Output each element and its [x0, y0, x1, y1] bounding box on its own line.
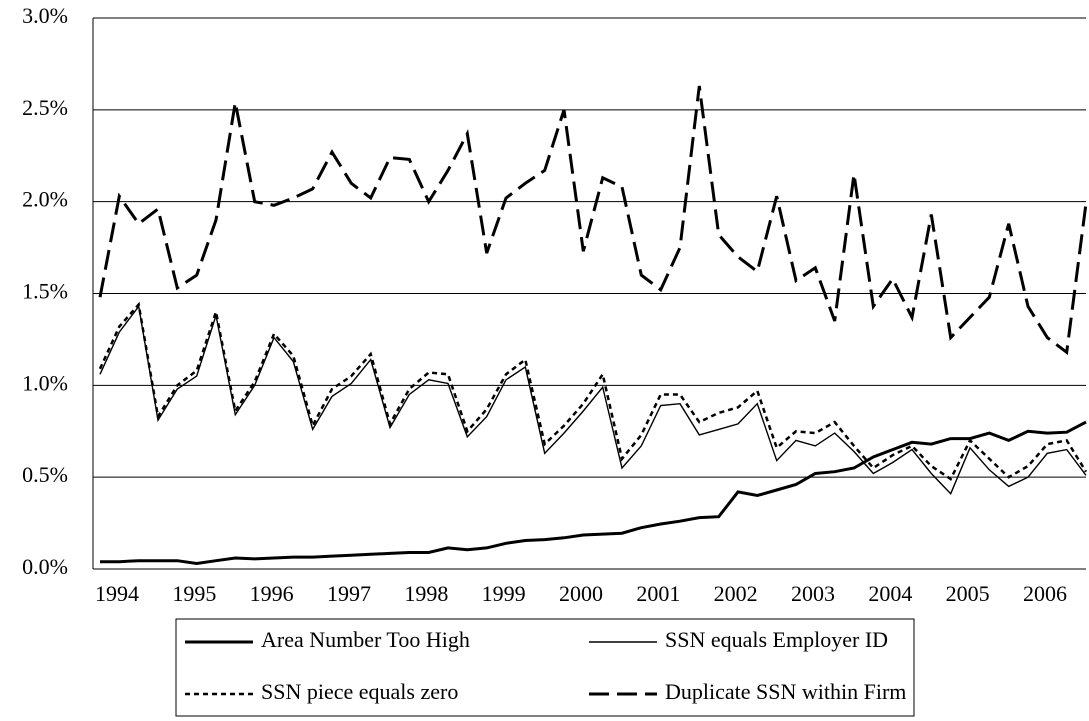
x-tick-label: 1995 — [172, 581, 216, 606]
x-tick-label: 2003 — [791, 581, 835, 606]
x-tick-label: 2004 — [868, 581, 912, 606]
x-tick-label: 2000 — [559, 581, 603, 606]
y-tick-label: 2.0% — [22, 187, 68, 212]
x-tick-label: 1997 — [327, 581, 371, 606]
y-tick-label: 0.5% — [22, 462, 68, 487]
legend-label: Duplicate SSN within Firm — [665, 679, 906, 704]
x-tick-label: 2006 — [1023, 581, 1067, 606]
legend-box — [175, 618, 915, 717]
legend-label: SSN piece equals zero — [261, 679, 458, 704]
y-tick-label: 3.0% — [22, 3, 68, 28]
x-tick-label: 1994 — [95, 581, 139, 606]
y-tick-label: 1.5% — [22, 279, 68, 304]
series-line — [100, 420, 1087, 566]
x-tick-label: 1998 — [404, 581, 448, 606]
series-line — [98, 85, 1088, 356]
y-tick-label: 1.0% — [22, 370, 68, 395]
y-tick-label: 2.5% — [22, 95, 68, 120]
x-tick-label: 2001 — [636, 581, 680, 606]
x-tick-label: 2005 — [946, 581, 990, 606]
x-tick-label: 2002 — [714, 581, 758, 606]
series-line — [99, 304, 1087, 495]
legend-label: Area Number Too High — [261, 627, 470, 652]
x-tick-label: 1996 — [250, 581, 294, 606]
x-tick-label: 1999 — [482, 581, 526, 606]
series-line — [98, 301, 1088, 481]
y-tick-label: 0.0% — [22, 554, 68, 579]
legend-label: SSN equals Employer ID — [665, 627, 888, 652]
